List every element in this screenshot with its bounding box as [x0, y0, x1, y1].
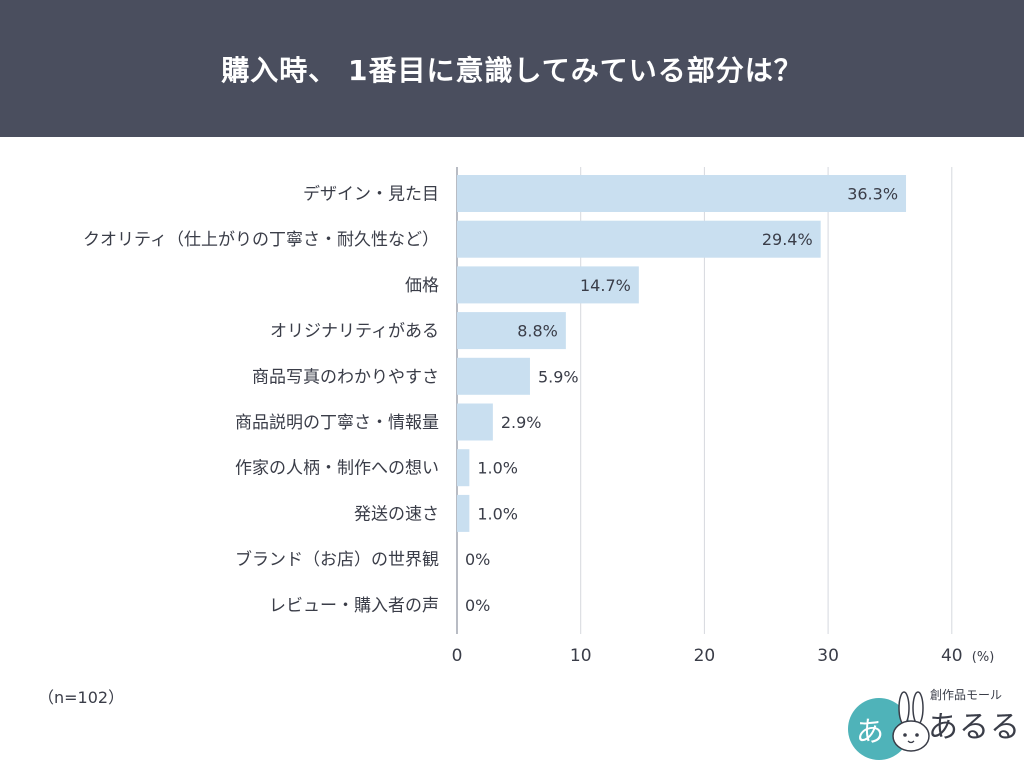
logo-name: あるる — [928, 710, 1021, 745]
brand-logo: あ 創作品モール あるる — [848, 686, 1020, 760]
value-label: 1.0% — [477, 504, 518, 523]
value-label: 5.9% — [538, 367, 579, 386]
category-label: 価格 — [405, 276, 439, 296]
category-label: 発送の速さ — [354, 504, 439, 524]
value-label: 8.8% — [517, 322, 558, 341]
bar — [457, 357, 530, 395]
x-unit-label: (%) — [972, 650, 995, 665]
category-label: ブランド（お店）の世界観 — [235, 549, 439, 570]
category-label: デザイン・見た目 — [303, 184, 439, 205]
sample-size-note: （n=102） — [38, 688, 125, 707]
category-label: 商品写真のわかりやすさ — [252, 367, 439, 387]
bar — [457, 175, 907, 212]
category-label: オリジナリティがある — [270, 322, 439, 342]
bar — [457, 449, 470, 487]
chart-title: 購入時、 1番目に意識してみている部分は？ — [221, 53, 803, 87]
value-label: 0% — [465, 550, 490, 569]
value-label: 1.0% — [477, 459, 518, 478]
x-tick-label: 20 — [694, 646, 716, 666]
x-tick-label: 0 — [452, 646, 463, 666]
bar — [457, 220, 821, 258]
x-tick-label: 40 — [941, 646, 963, 666]
header-banner: 購入時、 1番目に意識してみている部分は？ — [0, 0, 1024, 137]
category-label: レビュー・購入者の声 — [269, 596, 439, 616]
bar — [457, 403, 493, 441]
category-label: 商品説明の丁寧さ・情報量 — [235, 413, 439, 433]
value-label: 0% — [465, 596, 490, 615]
x-tick-label: 10 — [570, 646, 592, 666]
value-label: 36.3% — [847, 185, 898, 204]
bar — [457, 312, 566, 350]
bar-chart: 0 10 20 30 40 (%) デザイン・見た目 36.3% クオリティ（仕上がりの丁寧さ・… — [83, 167, 995, 666]
category-label: クオリティ（仕上がりの丁寧さ・耐久性など） — [83, 230, 439, 250]
x-tick-label: 30 — [817, 646, 839, 666]
logo-tagline: 創作品モール — [930, 688, 1003, 702]
value-label: 14.7% — [580, 276, 631, 295]
category-label: 作家の人柄・制作への想い — [235, 459, 439, 479]
bar — [457, 494, 470, 532]
value-label: 29.4% — [762, 230, 813, 249]
value-label: 2.9% — [501, 413, 542, 432]
rabbit-icon — [892, 691, 930, 752]
bar — [457, 266, 639, 304]
